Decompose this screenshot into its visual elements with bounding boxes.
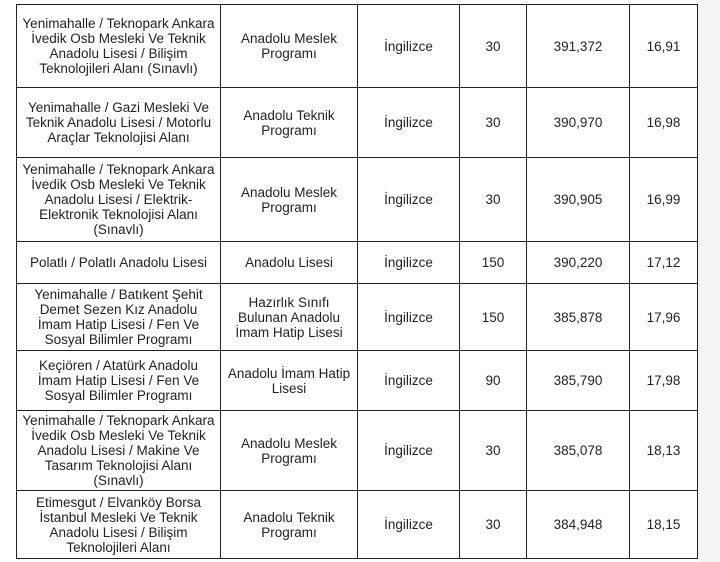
base-score-cell: 390,970 <box>526 87 630 158</box>
percentile-cell: 16,99 <box>629 157 698 242</box>
percentile-cell: 16,98 <box>629 87 698 158</box>
percentile-cell: 18,15 <box>629 490 698 559</box>
school-name-cell: Keçiören / Atatürk Anadolu İmam Hatip Li… <box>16 350 221 411</box>
base-score-cell: 385,878 <box>526 283 630 351</box>
quota-cell: 150 <box>459 283 527 351</box>
table-row: Keçiören / Atatürk Anadolu İmam Hatip Li… <box>16 350 698 411</box>
table-row: Yenimahalle / Teknopark Ankara İvedik Os… <box>16 410 698 491</box>
quota-cell: 30 <box>459 87 527 158</box>
program-type-cell: Anadolu Lisesi <box>220 241 358 284</box>
table-row: Etimesgut / Elvanköy Borsa İstanbul Mesl… <box>16 490 698 559</box>
program-type-cell: Anadolu Meslek Programı <box>220 4 358 88</box>
quota-cell: 30 <box>459 157 527 242</box>
school-name-cell: Etimesgut / Elvanköy Borsa İstanbul Mesl… <box>16 490 221 559</box>
percentile-cell: 17,98 <box>629 350 698 411</box>
percentile-cell: 17,96 <box>629 283 698 351</box>
base-score-cell: 390,220 <box>526 241 630 284</box>
program-type-cell: Anadolu İmam Hatip Lisesi <box>220 350 358 411</box>
school-name-cell: Polatlı / Polatlı Anadolu Lisesi <box>16 241 221 284</box>
program-type-cell: Anadolu Teknik Programı <box>220 87 358 158</box>
percentile-cell: 18,13 <box>629 410 698 491</box>
table-row: Polatlı / Polatlı Anadolu Lisesi Anadolu … <box>16 241 698 284</box>
base-score-cell: 384,948 <box>526 490 630 559</box>
school-name-cell: Yenimahalle / Teknopark Ankara İvedik Os… <box>16 157 221 242</box>
percentile-cell: 17,12 <box>629 241 698 284</box>
program-type-cell: Hazırlık Sınıfı Bulunan Anadolu İmam Hat… <box>220 283 358 351</box>
quota-cell: 90 <box>459 350 527 411</box>
base-score-cell: 391,372 <box>526 4 630 88</box>
school-name-cell: Yenimahalle / Teknopark Ankara İvedik Os… <box>16 410 221 491</box>
language-cell: İngilizce <box>357 283 460 351</box>
language-cell: İngilizce <box>357 4 460 88</box>
language-cell: İngilizce <box>357 241 460 284</box>
table-row: Yenimahalle / Teknopark Ankara İvedik Os… <box>16 4 698 88</box>
language-cell: İngilizce <box>357 87 460 158</box>
base-score-cell: 385,078 <box>526 410 630 491</box>
language-cell: İngilizce <box>357 410 460 491</box>
program-type-cell: Anadolu Teknik Programı <box>220 490 358 559</box>
table-row: Yenimahalle / Teknopark Ankara İvedik Os… <box>16 157 698 242</box>
quota-cell: 150 <box>459 241 527 284</box>
program-type-cell: Anadolu Meslek Programı <box>220 410 358 491</box>
page-margin <box>698 0 720 562</box>
school-name-cell: Yenimahalle / Batıkent Şehit Demet Sezen… <box>16 283 221 351</box>
school-name-cell: Yenimahalle / Gazi Mesleki Ve Teknik Ana… <box>16 87 221 158</box>
table-row: Yenimahalle / Batıkent Şehit Demet Sezen… <box>16 283 698 351</box>
language-cell: İngilizce <box>357 157 460 242</box>
quota-cell: 30 <box>459 4 527 88</box>
program-type-cell: Anadolu Meslek Programı <box>220 157 358 242</box>
base-score-cell: 390,905 <box>526 157 630 242</box>
quota-cell: 30 <box>459 410 527 491</box>
school-name-cell: Yenimahalle / Teknopark Ankara İvedik Os… <box>16 4 221 88</box>
language-cell: İngilizce <box>357 350 460 411</box>
language-cell: İngilizce <box>357 490 460 559</box>
school-scores-table: Yenimahalle / Teknopark Ankara İvedik Os… <box>16 4 698 559</box>
percentile-cell: 16,91 <box>629 4 698 88</box>
base-score-cell: 385,790 <box>526 350 630 411</box>
quota-cell: 30 <box>459 490 527 559</box>
table-row: Yenimahalle / Gazi Mesleki Ve Teknik Ana… <box>16 87 698 158</box>
